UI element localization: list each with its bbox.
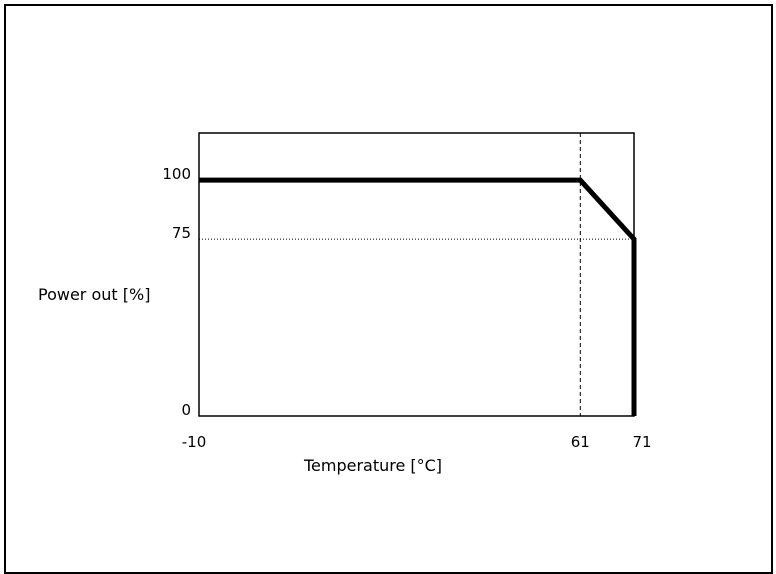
series-layer [199, 177, 637, 416]
x-tick-labels: -10 61 71 [182, 433, 652, 451]
x-tick-label--10: -10 [182, 433, 207, 451]
y-tick-labels: 0 75 100 [162, 165, 191, 419]
y-axis-title: Power out [%] [38, 285, 150, 304]
y-tick-label-75: 75 [172, 224, 191, 242]
series-line-0 [199, 177, 637, 416]
y-tick-label-100: 100 [162, 165, 191, 183]
y-tick-label-0: 0 [181, 401, 191, 419]
x-axis-title: Temperature [°C] [303, 456, 442, 475]
x-tick-label-71: 71 [632, 433, 651, 451]
x-tick-label-61: 61 [571, 433, 590, 451]
reference-lines [199, 133, 634, 416]
plot-area [198, 132, 635, 417]
